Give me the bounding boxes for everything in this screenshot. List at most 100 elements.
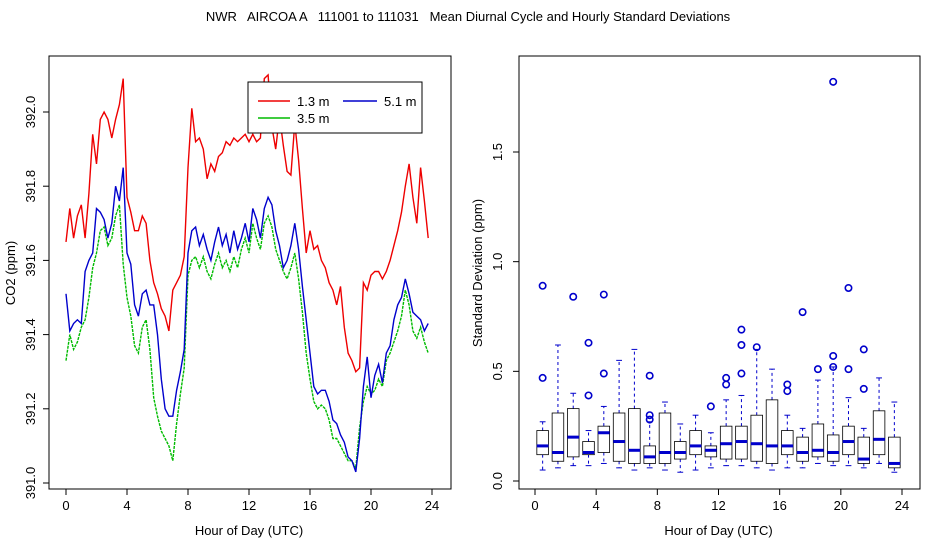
x-axis-label: Hour of Day (UTC): [664, 523, 772, 538]
left-plot-frame: [48, 55, 452, 490]
iqr-box: [551, 412, 565, 462]
outlier-point: [645, 411, 654, 420]
iqr-box: [643, 445, 656, 464]
iqr-box: [689, 430, 702, 456]
y-tick-label: 1.0: [490, 253, 505, 271]
legend-label: 1.3 m: [297, 94, 330, 109]
y-tick-label: 0.0: [490, 472, 505, 490]
legend-label: 3.5 m: [297, 111, 330, 126]
box-hour-11.5: [704, 402, 718, 469]
iqr-box: [567, 408, 580, 458]
outlier-point: [584, 391, 593, 400]
box-hour-21.5: [857, 345, 870, 469]
x-tick-label: 24: [425, 498, 439, 513]
iqr-box: [811, 423, 825, 458]
box-hour-1.5: [551, 344, 565, 469]
y-tick-label: 0.5: [490, 362, 505, 380]
outlier-point: [829, 77, 838, 86]
x-tick-label: 12: [242, 498, 256, 513]
iqr-box: [888, 436, 901, 469]
legend-label: 5.1 m: [384, 94, 417, 109]
box-hour-7.5: [643, 371, 656, 469]
outlier-point: [829, 351, 838, 360]
right-plot-std-dev: 0 4 8 12 16 20 24 Hour of Day (UTC) 0.0 0.5 1.0 1.5…: [470, 55, 921, 538]
outlier-point: [829, 362, 838, 371]
outlier-point: [645, 415, 654, 424]
right-plot-frame: [518, 55, 921, 490]
iqr-box: [658, 412, 672, 464]
iqr-box: [536, 430, 549, 456]
iqr-box: [597, 425, 611, 453]
iqr-box: [628, 408, 641, 464]
y-tick-label: 391.2: [23, 393, 38, 426]
outlier-point: [584, 338, 593, 347]
iqr-box: [826, 434, 840, 462]
box-hour-2.5: [567, 292, 580, 467]
outlier-point: [798, 308, 807, 317]
box-hour-9.5: [674, 423, 687, 473]
x-axis-label: Hour of Day (UTC): [195, 523, 303, 538]
outlier-point: [599, 290, 608, 299]
y-axis-label: CO2 (ppm): [3, 241, 18, 305]
y-tick-label: 391.8: [23, 170, 38, 203]
iqr-box: [796, 436, 809, 462]
x-tick-label: 24: [895, 498, 909, 513]
x-tick-label: 12: [711, 498, 725, 513]
outlier-point: [538, 373, 547, 382]
box-hour-18.5: [811, 365, 825, 464]
y-tick-label: 1.5: [490, 143, 505, 161]
box-hour-10.5: [689, 414, 702, 471]
box-hour-8.5: [658, 401, 672, 471]
y-tick-label: 391.6: [23, 244, 38, 277]
box-hour-14.5: [750, 343, 763, 469]
series-line-1-3-m: [65, 73, 429, 373]
outlier-point: [706, 402, 715, 411]
outlier-point: [722, 373, 731, 382]
x-tick-label: 4: [123, 498, 130, 513]
box-hour-12.5: [719, 373, 733, 467]
x-tick-label: 4: [593, 498, 600, 513]
box-hour-3.5: [582, 338, 595, 467]
x-tick-label: 16: [772, 498, 786, 513]
y-tick-label: 391.0: [23, 467, 38, 500]
iqr-box: [857, 436, 870, 464]
figure-title: NWR AIRCOA A 111001 to 111031 Mean Diurn…: [205, 9, 731, 24]
x-tick-label: 8: [654, 498, 661, 513]
series-line-3-5-m: [65, 204, 429, 471]
iqr-box: [674, 441, 687, 460]
box-hour-13.5: [735, 325, 748, 467]
legend: 1.3 m 5.1 m 3.5 m: [247, 81, 423, 134]
box-hour-6.5: [628, 348, 641, 471]
x-tick-label: 16: [303, 498, 317, 513]
outlier-point: [859, 345, 868, 354]
iqr-box: [612, 412, 626, 462]
outlier-point: [752, 343, 761, 352]
outlier-point: [844, 283, 853, 292]
left-plot-co2: 0 4 8 12 16 20 24 Hour of Day (UTC) 391.0 391.2 39…: [3, 55, 452, 538]
y-tick-label: 392.0: [23, 96, 38, 129]
outlier-point: [569, 292, 578, 301]
box-hour-5.5: [612, 359, 626, 469]
iqr-box: [765, 399, 779, 464]
outlier-point: [813, 365, 822, 374]
x-tick-label: 0: [62, 498, 69, 513]
legend-box: [247, 81, 423, 134]
box-hour-23.5: [888, 401, 901, 473]
outlier-point: [645, 371, 654, 380]
box-hour-17.5: [796, 308, 809, 469]
iqr-box: [750, 414, 763, 462]
outlier-point: [599, 369, 608, 378]
outlier-point: [783, 380, 792, 389]
x-tick-label: 20: [364, 498, 378, 513]
box-hour-20.5: [842, 283, 855, 467]
y-axis-label: Standard Deviation (ppm): [470, 199, 485, 347]
box-hour-15.5: [765, 368, 779, 471]
outlier-point: [783, 387, 792, 396]
box-hour-19.5: [826, 77, 840, 467]
outlier-point: [538, 281, 547, 290]
outlier-point: [844, 365, 853, 374]
iqr-box: [781, 430, 794, 456]
outlier-point: [737, 369, 746, 378]
y-tick-label: 391.4: [23, 318, 38, 351]
